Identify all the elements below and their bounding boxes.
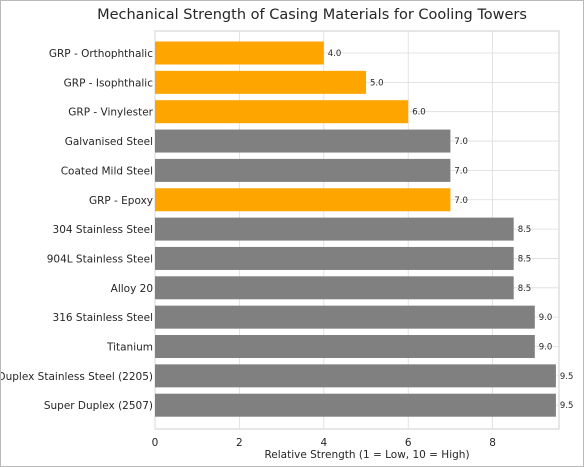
y-tick-label: Duplex Stainless Steel (2205)	[1, 371, 153, 383]
x-tick-label: 6	[405, 437, 412, 449]
y-tick-label: GRP - Epoxy	[89, 195, 153, 207]
bar	[155, 393, 556, 417]
y-tick-label: Titanium	[106, 342, 153, 354]
y-tick-label: GRP - Vinylester	[68, 107, 153, 119]
bar	[155, 364, 556, 388]
bar	[155, 335, 535, 358]
y-tick-label: Galvanised Steel	[65, 136, 153, 148]
bar	[155, 158, 451, 182]
bar-value-label: 9.5	[560, 372, 574, 382]
y-tick-label: Super Duplex (2507)	[44, 400, 153, 412]
bar-value-label: 7.0	[454, 137, 468, 147]
x-tick-labels: 0 2 4 6 8	[152, 437, 496, 449]
bars: 4.0 5.0 6.0 7.0 7.0 7.0 8.5 8.5 8.5 9.0 9.0 9.5 9.5	[155, 41, 574, 417]
y-tick-label: Alloy 20	[111, 283, 153, 295]
bar-value-label: 6.0	[412, 108, 426, 118]
y-tick-label: GRP - Isophthalic	[64, 77, 154, 89]
bar	[155, 276, 514, 300]
x-tick-label: 8	[489, 437, 496, 449]
bar	[155, 41, 324, 65]
bar-value-label: 9.0	[539, 343, 553, 353]
bar-value-label: 8.5	[518, 284, 532, 294]
y-tick-label: 904L Stainless Steel	[47, 253, 153, 265]
bar	[155, 70, 366, 94]
x-axis-label: Relative Strength (1 = Low, 10 = High)	[264, 449, 469, 461]
bar	[155, 129, 451, 153]
bar-value-label: 7.0	[454, 166, 468, 176]
y-tick-label: Coated Mild Steel	[61, 165, 153, 177]
bar-value-label: 9.5	[560, 401, 574, 411]
bar	[155, 246, 514, 270]
bar-value-label: 8.5	[518, 225, 532, 235]
x-tick-label: 2	[236, 437, 243, 449]
bar	[155, 305, 535, 329]
bar	[155, 217, 514, 241]
bar-value-label: 9.0	[539, 313, 553, 323]
bar	[155, 100, 409, 124]
y-tick-labels: GRP - Orthophthalic GRP - Isophthalic GRP …	[1, 48, 154, 412]
bar-value-label: 5.0	[370, 78, 384, 88]
bar	[155, 188, 451, 212]
chart-title: Mechanical Strength of Casing Materials …	[97, 7, 527, 23]
y-tick-label: 316 Stainless Steel	[53, 312, 153, 324]
x-tick-label: 0	[152, 437, 159, 449]
bar-value-label: 8.5	[518, 254, 532, 264]
y-tick-label: GRP - Orthophthalic	[49, 48, 153, 60]
bar-value-label: 4.0	[328, 49, 342, 59]
bar-value-label: 7.0	[454, 196, 468, 206]
y-tick-label: 304 Stainless Steel	[53, 224, 153, 236]
x-tick-label: 4	[320, 437, 327, 449]
